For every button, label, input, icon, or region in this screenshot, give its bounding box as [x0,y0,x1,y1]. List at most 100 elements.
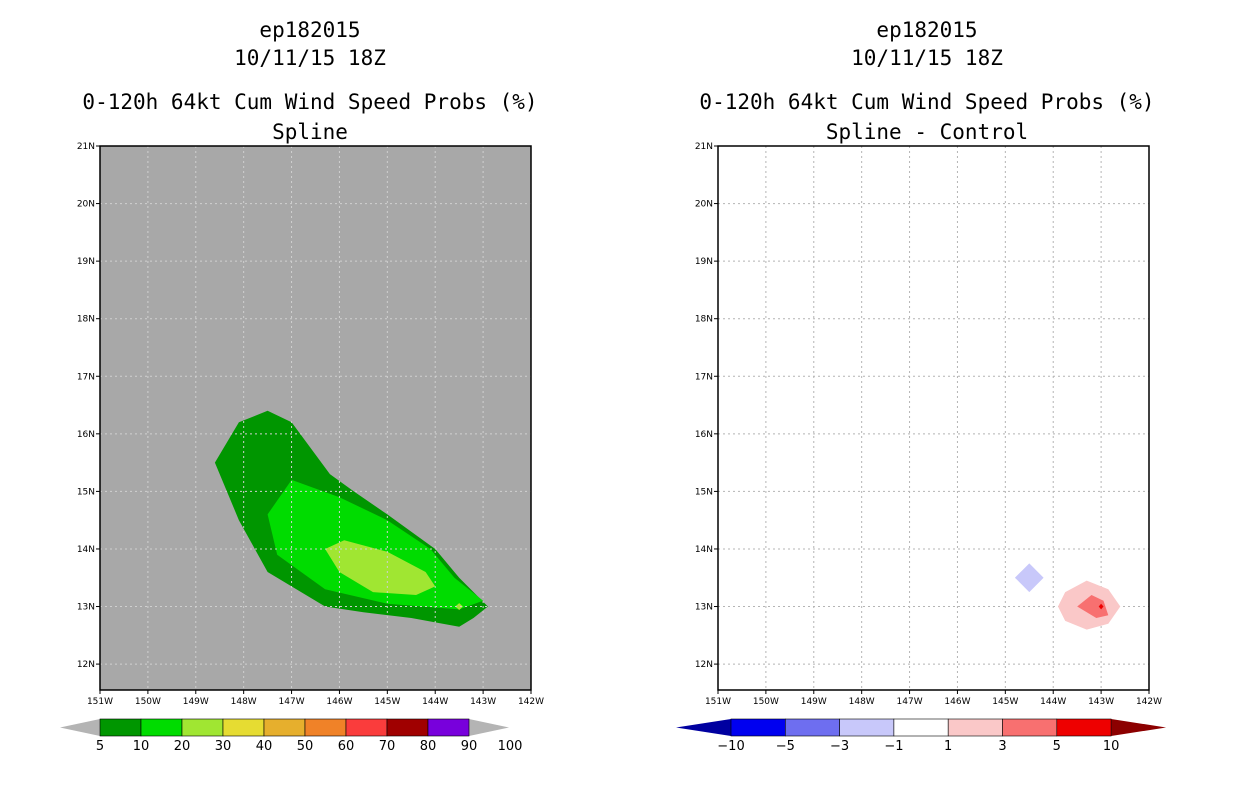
colorbar-segment [784,718,840,737]
grid-lines [100,146,531,690]
colorbar-label: 5 [1053,739,1061,754]
x-tick-label: 143W [1088,697,1114,707]
contour-fills [214,410,488,627]
colorbar-label: −10 [717,739,744,754]
colorbar-low-end [60,719,100,736]
x-tick-label: 147W [897,697,923,707]
colorbar-segment [345,718,388,737]
colorbar-label: 20 [174,739,191,754]
colorbar-label: 100 [498,739,523,754]
product-title: 0-120h 64kt Cum Wind Speed Probs (%) [699,90,1154,114]
y-tick-label: 19N [695,257,713,267]
x-tick-label: 146W [944,697,970,707]
colorbar-label: 5 [96,739,104,754]
contour-10-20 [267,479,484,610]
colorbar-label: 80 [420,739,437,754]
x-tick-label: 149W [183,697,209,707]
y-tick-label: 15N [77,487,95,497]
storm-id-title: ep182015 [876,18,977,42]
x-tick-label: 143W [470,697,496,707]
plot-frame [99,145,532,691]
y-tick-label: 14N [77,545,95,555]
colorbar-label: 50 [297,739,314,754]
plot-frame [717,145,1150,691]
x-tick-label: 148W [231,697,257,707]
x-tick-label: 145W [374,697,400,707]
panel-subtitle: Spline [272,120,348,144]
spline-minus-control-panel: ep182015 10/11/15 18Z 0-120h 64kt Cum Wi… [676,18,1167,754]
x-tick-label: 150W [135,697,161,707]
y-tick-label: 13N [77,603,95,613]
y-tick-label: 16N [695,430,713,440]
colorbar-segment [386,718,429,737]
y-tick-label: 21N [695,142,713,152]
axis-ticks: 151W 150W 149W 148W 147W 146W 145W 144W 143W 142W… [695,142,1162,707]
colorbar-label: 3 [998,739,1006,754]
contour-20-30 [325,540,436,595]
x-tick-label: 151W [87,697,113,707]
colorbar-segment [99,718,142,737]
colorbar-label: 60 [338,739,355,754]
colorbar: 5 10 20 30 40 50 60 70 80 90 100 [60,718,523,754]
colorbar-segment [304,718,347,737]
colorbar-label: 10 [133,739,150,754]
colorbar-low-end [676,719,731,736]
y-tick-label: 18N [77,315,95,325]
colorbar-segment [893,718,949,737]
x-tick-label: 146W [326,697,352,707]
colorbar-segment [947,718,1003,737]
colorbar: −10 −5 −3 −1 1 3 5 10 [676,718,1167,754]
y-tick-label: 21N [77,142,95,152]
colorbar-label: −1 [884,739,903,754]
date-title: 10/11/15 18Z [234,46,386,70]
y-tick-label: 12N [695,660,713,670]
y-tick-label: 19N [77,257,95,267]
contour-5-10 [1098,603,1104,610]
x-tick-label: 149W [801,697,827,707]
y-tick-label: 15N [695,487,713,497]
product-title: 0-120h 64kt Cum Wind Speed Probs (%) [82,90,537,114]
colorbar-segment [730,718,786,737]
y-tick-label: 18N [695,315,713,325]
colorbar-segment [263,718,306,737]
axis-ticks: 151W 150W 149W 148W 147W 146W 145W 144W 143W 142W… [77,142,544,707]
x-tick-label: 148W [849,697,875,707]
colorbar-segment [839,718,895,737]
x-tick-label: 151W [705,697,731,707]
colorbar-label: −5 [776,739,795,754]
y-tick-label: 20N [77,200,95,210]
colorbar-label: 40 [256,739,273,754]
contour--3--1 [1014,563,1044,593]
x-tick-label: 150W [753,697,779,707]
x-tick-label: 142W [1136,697,1162,707]
colorbar-label: 70 [379,739,396,754]
colorbar-segment [181,718,224,737]
contour-3-5 [1077,595,1109,618]
contour-20-30 [455,603,463,610]
date-title: 10/11/15 18Z [851,46,1003,70]
y-tick-label: 13N [695,603,713,613]
colorbar-label: 30 [215,739,232,754]
colorbar-segment [427,718,470,737]
contour-fills [1014,563,1121,630]
colorbar-segment [222,718,265,737]
colorbar-label: 90 [461,739,478,754]
y-tick-label: 17N [695,372,713,382]
colorbar-label: −3 [830,739,849,754]
colorbar-segment [140,718,183,737]
colorbar-segment [1002,718,1058,737]
x-tick-label: 144W [1040,697,1066,707]
colorbar-label: 10 [1103,739,1120,754]
y-tick-label: 17N [77,372,95,382]
grid-lines [718,146,1149,690]
x-tick-label: 144W [422,697,448,707]
colorbar-label: 1 [944,739,952,754]
storm-id-title: ep182015 [259,18,360,42]
y-tick-label: 14N [695,545,713,555]
colorbar-high-end [469,719,509,736]
x-tick-label: 142W [518,697,544,707]
colorbar-high-end [1111,719,1167,736]
spline-probability-panel: ep182015 10/11/15 18Z 0-120h 64kt Cum Wi… [60,18,544,754]
y-tick-label: 12N [77,660,95,670]
